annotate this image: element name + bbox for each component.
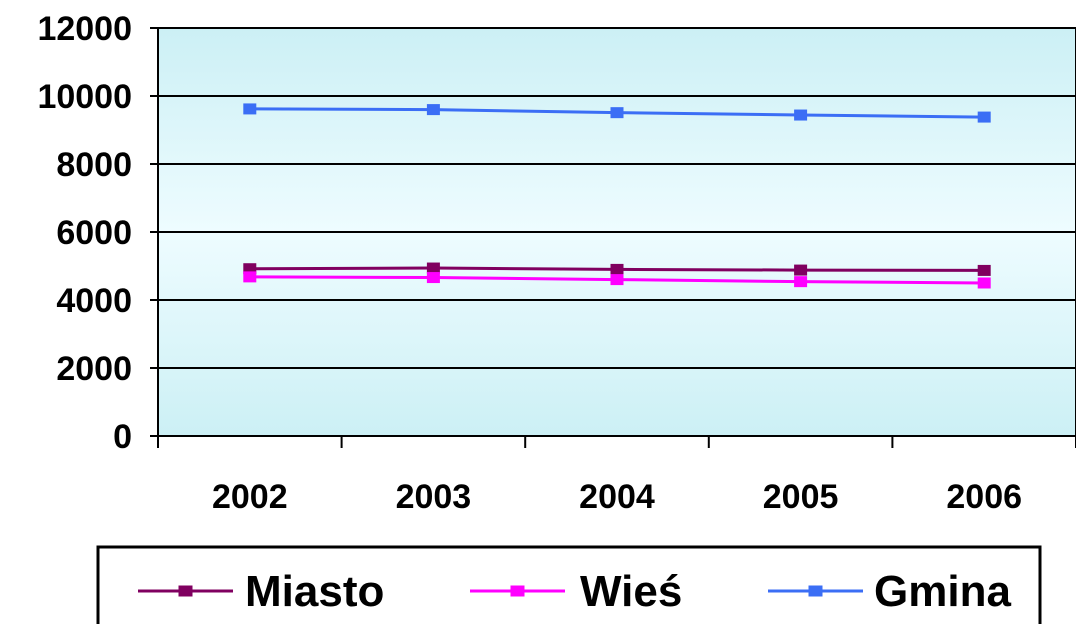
legend-marker-miasto [178,585,193,597]
data-point [426,104,440,116]
y-tick-label: 4000 [56,282,132,320]
legend-label-wieś: Wieś [580,567,682,616]
data-point [977,111,991,123]
y-tick-label: 2000 [56,350,132,388]
data-point [610,274,624,286]
x-tick-label: 2005 [763,478,839,516]
legend-box [96,545,1042,629]
x-tick-label: 2004 [579,478,655,516]
x-tick-label: 2006 [946,478,1022,516]
x-tick-label: 2003 [396,478,472,516]
legend-label-miasto: Miasto [245,567,384,616]
x-tick-label: 2002 [212,478,288,516]
data-point [610,263,624,275]
y-tick-label: 6000 [56,214,132,252]
data-point [243,103,257,115]
y-tick-label: 8000 [56,146,132,184]
data-point [794,276,808,288]
legend-marker-wieś [510,585,525,597]
y-tick-label: 12000 [37,10,132,48]
legend-label-gmina: Gmina [874,567,1011,616]
y-tick-label: 10000 [37,78,132,116]
data-point [426,272,440,284]
y-tick-label: 0 [113,418,132,456]
data-point [794,109,808,121]
data-point [977,264,991,276]
data-point [977,277,991,289]
data-point [426,262,440,274]
data-point [243,271,257,283]
legend-marker-gmina [808,585,823,597]
data-point [610,107,624,119]
data-point [794,264,808,276]
